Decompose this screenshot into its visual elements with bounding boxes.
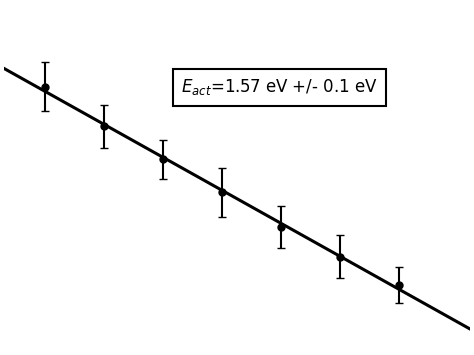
- Text: $E_{act}$=1.57 eV +/- 0.1 eV: $E_{act}$=1.57 eV +/- 0.1 eV: [181, 77, 378, 97]
